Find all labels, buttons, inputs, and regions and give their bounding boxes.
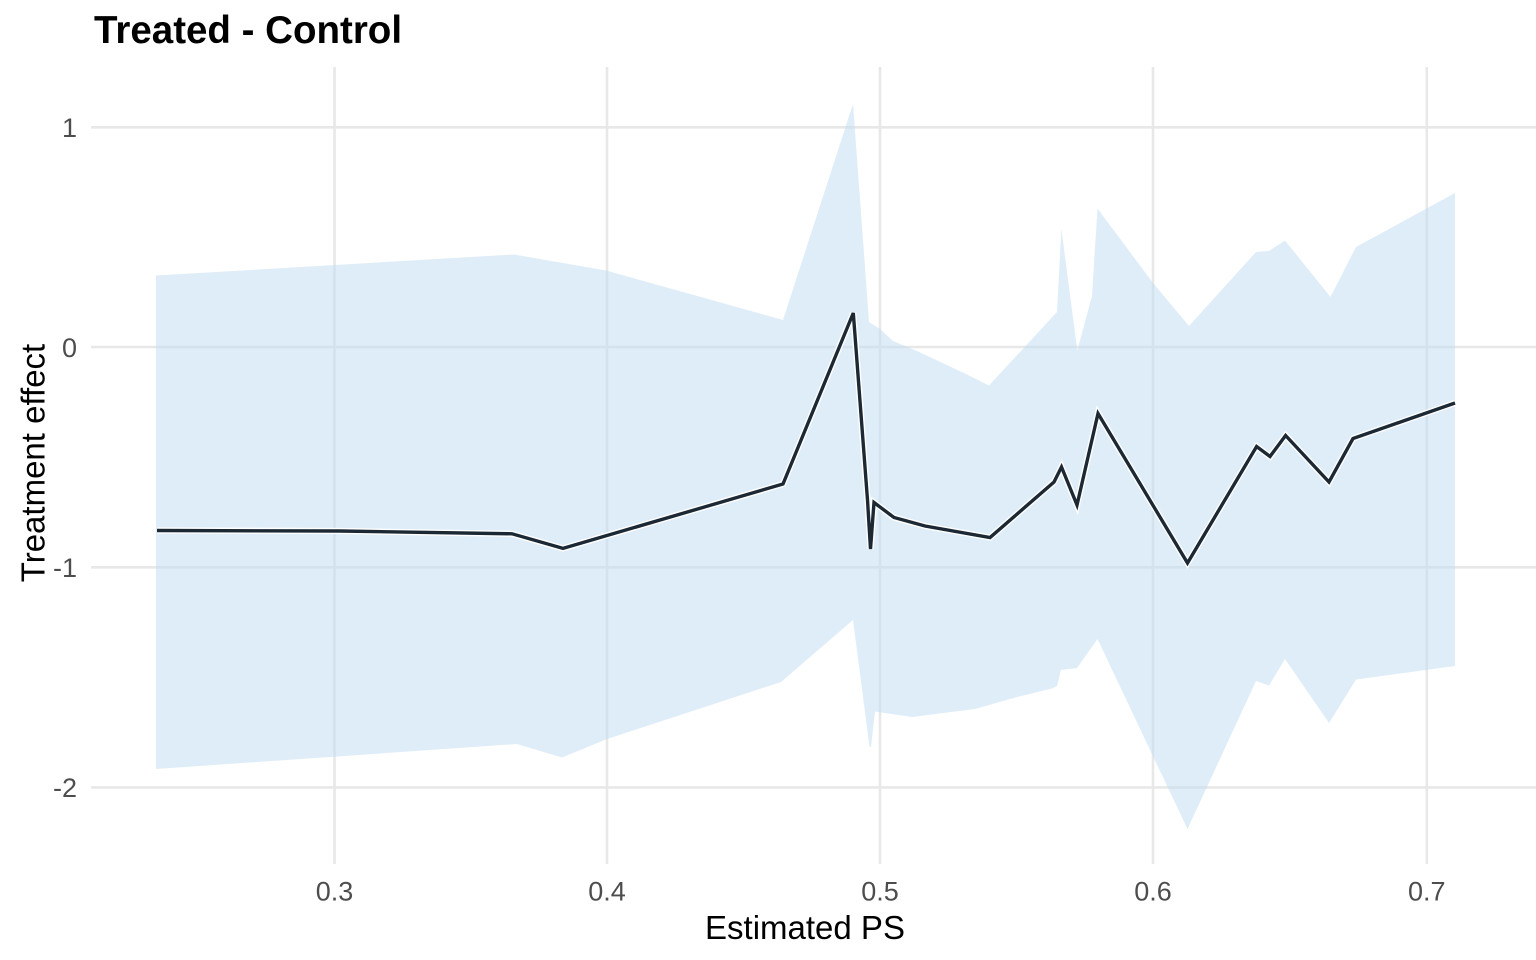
svg-text:0.7: 0.7 xyxy=(1408,877,1446,907)
svg-text:-2: -2 xyxy=(53,773,77,803)
svg-text:Treatment effect: Treatment effect xyxy=(15,344,52,582)
svg-text:Estimated PS: Estimated PS xyxy=(705,909,905,946)
svg-text:0.4: 0.4 xyxy=(588,877,626,907)
svg-text:Treated - Control: Treated - Control xyxy=(94,9,402,52)
svg-text:0.5: 0.5 xyxy=(861,877,899,907)
svg-text:0: 0 xyxy=(62,333,77,363)
svg-text:1: 1 xyxy=(62,113,77,143)
svg-text:0.3: 0.3 xyxy=(316,877,354,907)
svg-text:-1: -1 xyxy=(53,553,77,583)
svg-text:0.6: 0.6 xyxy=(1134,877,1172,907)
